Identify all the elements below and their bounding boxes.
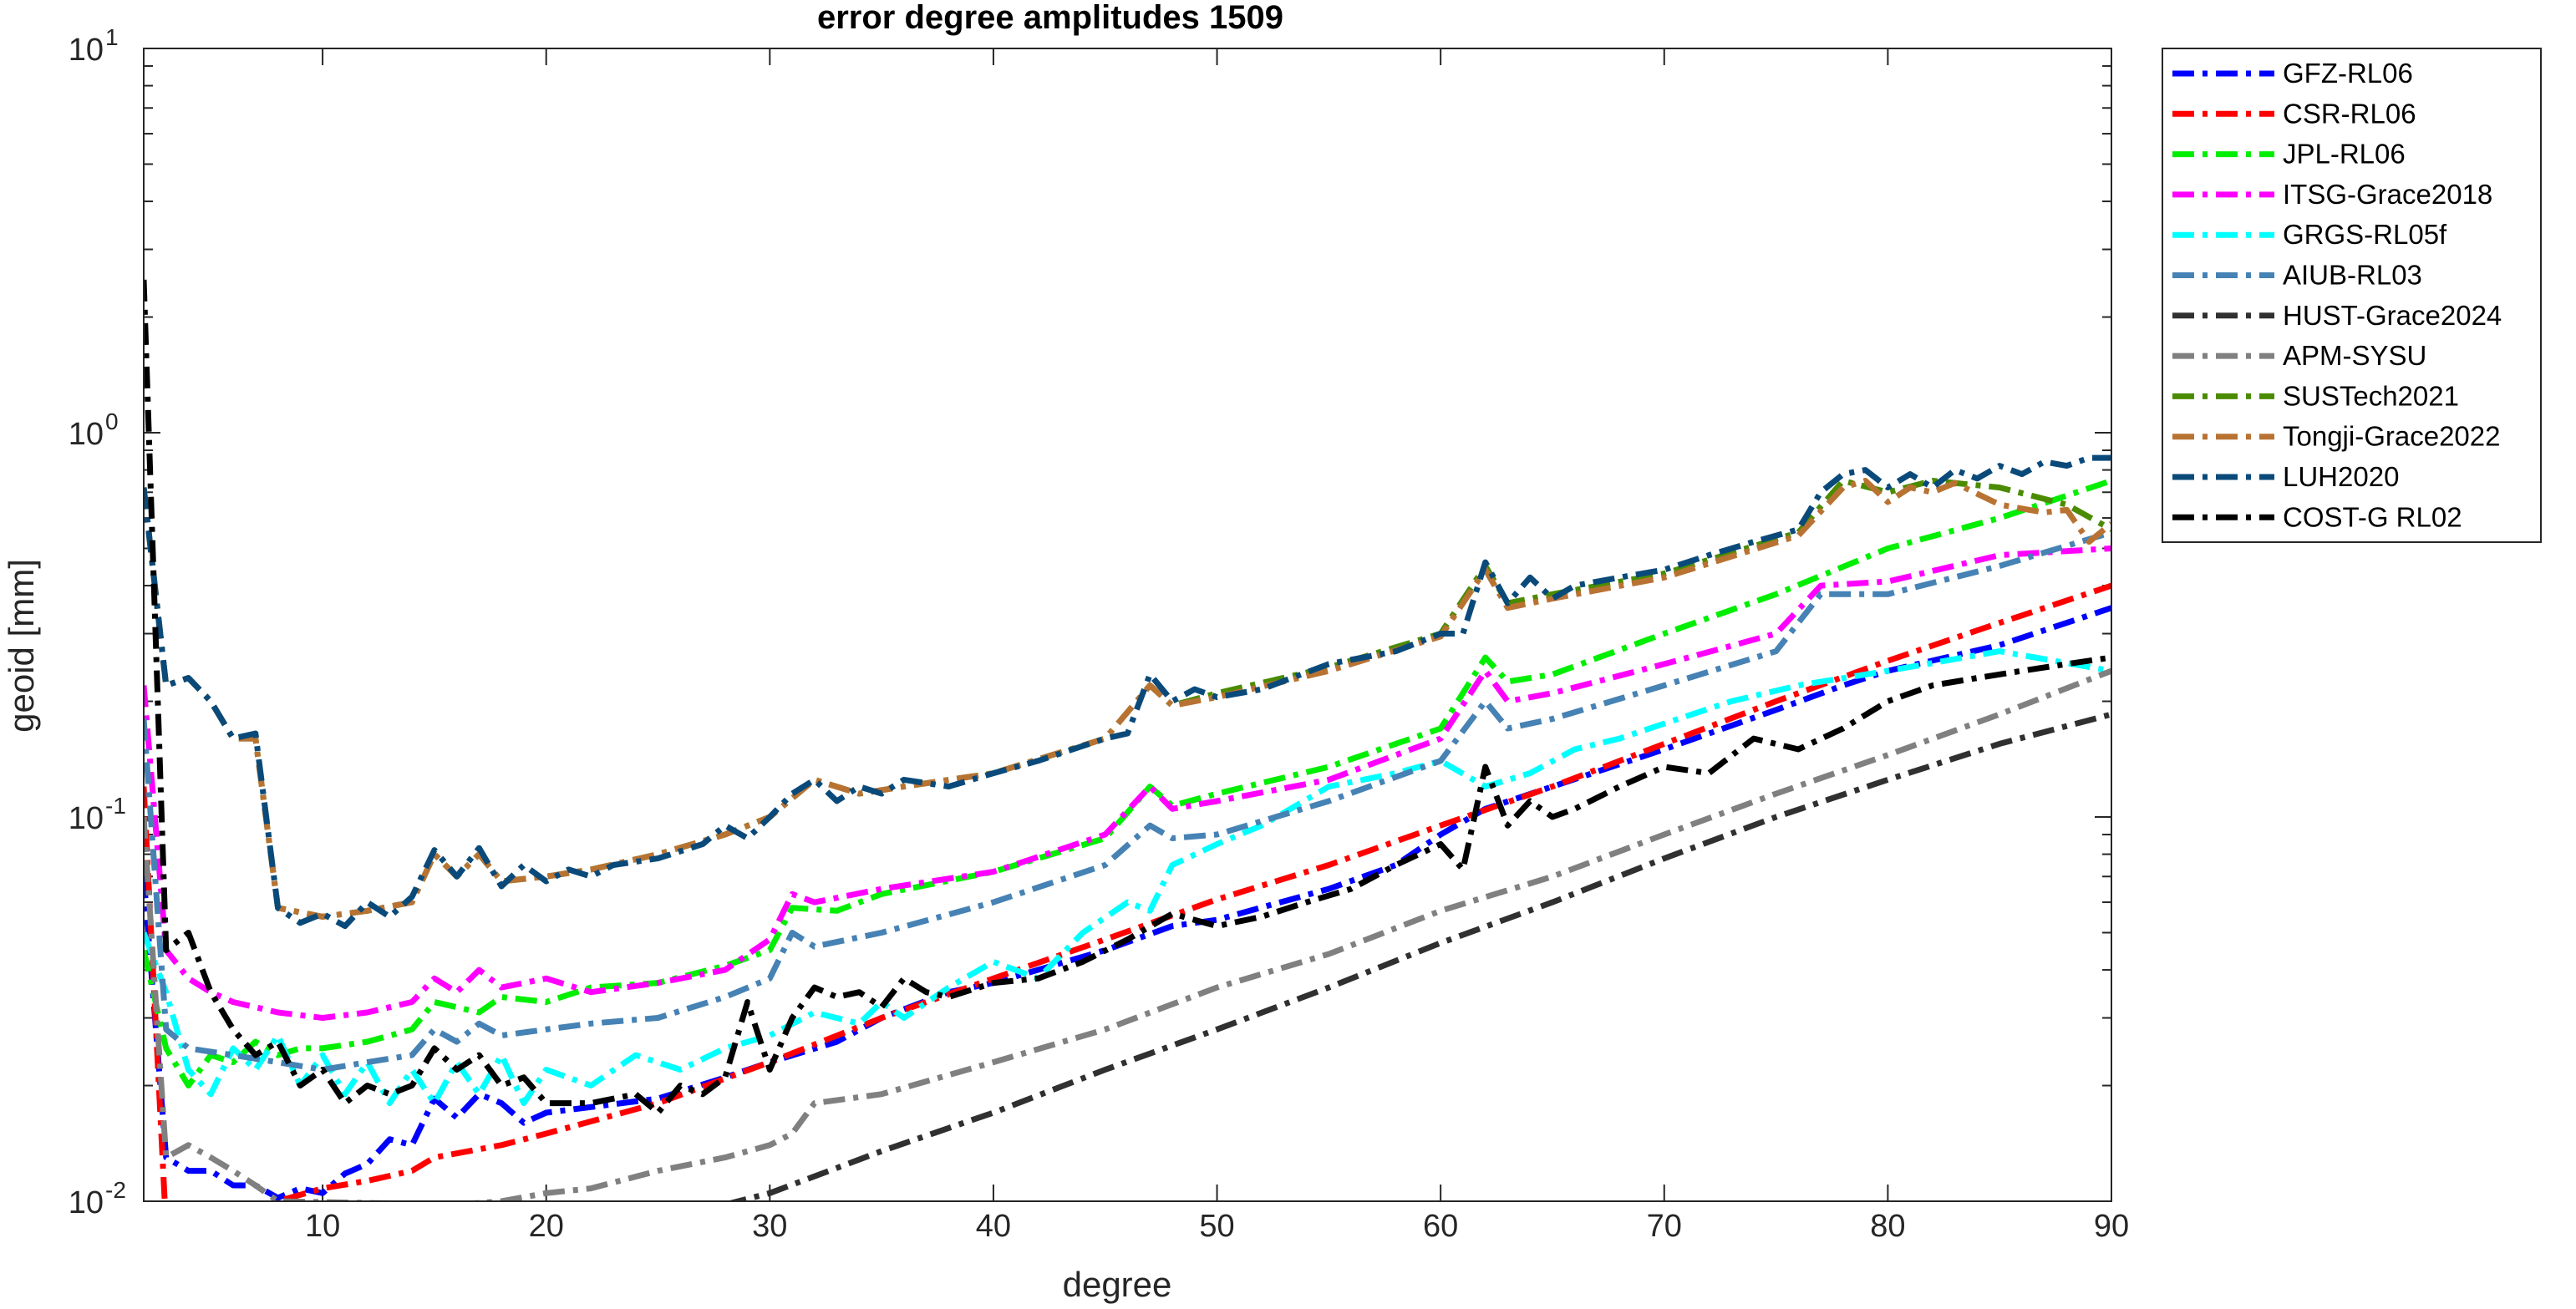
y-tick-exponent: 0	[105, 408, 119, 434]
y-axis-label: geoid [mm]	[2, 559, 41, 733]
legend-box	[2162, 48, 2542, 543]
x-tick-label: 20	[529, 1209, 564, 1244]
legend-entry: CSR-RL06	[2283, 98, 2416, 129]
legend: GFZ-RL06 CSR-RL06 JPL-RL06 ITSG-Grace2018 GR…	[2162, 48, 2542, 543]
x-tick-label: 30	[752, 1209, 787, 1244]
legend-entry: Tongji-Grace2022	[2283, 421, 2501, 452]
y-tick-label: 10	[69, 801, 104, 836]
y-tick-label: 10	[69, 33, 104, 68]
series-line-tongji-grace2022	[144, 478, 2111, 920]
x-tick-label: 50	[1199, 1209, 1234, 1244]
series-line-hust-grace2024	[726, 711, 2111, 1201]
series-lines	[144, 279, 2111, 1201]
y-tick-base: 10	[69, 1185, 104, 1220]
y-tick-base: 10	[69, 801, 104, 836]
y-tick-label: 10	[69, 417, 104, 452]
x-tick-label: 70	[1647, 1209, 1682, 1244]
series-line-luh2020	[144, 454, 2111, 930]
x-tick-label: 80	[1870, 1209, 1905, 1244]
series-line-grgs-rl05f	[144, 648, 2111, 1107]
x-tick-label: 40	[976, 1209, 1011, 1244]
chart-title: error degree amplitudes 1509	[817, 0, 1283, 36]
legend-entry: ITSG-Grace2018	[2283, 179, 2492, 210]
y-tick-base: 10	[69, 417, 104, 452]
legend-entry: COST-G RL02	[2283, 501, 2462, 532]
legend-entry: AIUB-RL03	[2283, 260, 2422, 291]
y-tick-exponent: -1	[105, 793, 126, 819]
legend-entry: JPL-RL06	[2283, 139, 2406, 170]
legend-entry: HUST-Grace2024	[2283, 300, 2502, 331]
x-tick-label: 10	[305, 1209, 340, 1244]
legend-entry: APM-SYSU	[2283, 340, 2426, 371]
series-line-cost-g-rl02	[144, 279, 2111, 1116]
y-tick-label: 10	[69, 1185, 104, 1220]
legend-entry: LUH2020	[2283, 461, 2399, 492]
x-axis-label: degree	[1063, 1265, 1172, 1304]
y-tick-exponent: -2	[105, 1177, 126, 1203]
series-line-aiub-rl03	[144, 530, 2111, 1073]
x-tick-label: 60	[1423, 1209, 1458, 1244]
legend-entry: SUSTech2021	[2283, 380, 2459, 411]
plot-frame	[143, 48, 2112, 1202]
y-tick-base: 10	[69, 33, 104, 68]
legend-entry: GRGS-RL05f	[2283, 219, 2447, 250]
x-tick-label: 90	[2094, 1209, 2129, 1244]
legend-entry: GFZ-RL06	[2283, 58, 2413, 89]
series-line-itsg-grace2018	[144, 545, 2111, 1021]
series-line-jpl-rl06	[144, 478, 2111, 1088]
y-tick-exponent: 1	[105, 24, 119, 50]
